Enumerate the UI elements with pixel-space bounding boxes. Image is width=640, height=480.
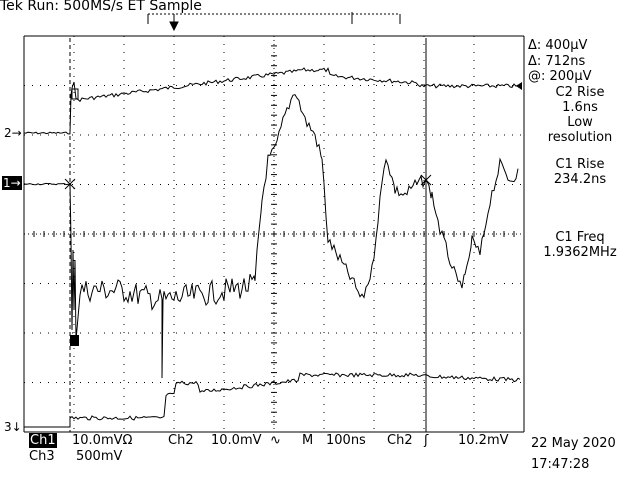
ch2-level-marker[interactable]: 2→ xyxy=(4,126,22,140)
cursor-cross-markers xyxy=(64,174,432,190)
bandwidth-limit-icon: ∿ xyxy=(270,433,281,448)
ch1-scale: 10.0mVΩ xyxy=(72,433,133,448)
measurement-2-label: C1 Rise xyxy=(555,157,605,172)
cursor-delta-time: Δ: 712ns xyxy=(528,54,586,69)
measurement-1-note-line2: resolution xyxy=(547,130,613,145)
ch3-trace xyxy=(24,372,521,428)
date: 22 May 2020 xyxy=(531,436,616,451)
rising-edge-trigger-icon: ʃ xyxy=(424,433,429,448)
cursor-level-arrow xyxy=(516,82,522,90)
timebase-value: 100ns xyxy=(326,433,366,448)
measurement-3-value: 1.9362MHz xyxy=(543,245,617,260)
cursor-delta-voltage: Δ: 400μV xyxy=(528,38,588,53)
ch3-level-marker[interactable]: 3↓ xyxy=(4,420,22,434)
measurement-2-value: 234.2ns xyxy=(553,172,607,187)
measurement-1-note-line1: Low xyxy=(567,115,593,130)
measurement-1-label: C2 Rise xyxy=(555,85,605,100)
measurement-3-label: C1 Freq xyxy=(555,230,605,245)
ch3-label[interactable]: Ch3 xyxy=(29,449,55,464)
trigger-position-bracket xyxy=(147,12,401,32)
trigger-level: 10.2mV xyxy=(458,433,509,448)
ch2-label[interactable]: Ch2 xyxy=(168,433,194,448)
ch2-trace xyxy=(23,67,521,135)
cursor-lines xyxy=(69,38,427,432)
ch3-scale: 500mV xyxy=(76,449,123,464)
trigger-source: Ch2 xyxy=(387,433,413,448)
cursor-at-voltage: @: 200μV xyxy=(528,69,592,84)
acquisition-status: Tek Run: 500MS/s ET Sample xyxy=(0,0,202,14)
ch1-label[interactable]: Ch1 xyxy=(29,433,57,448)
measurement-1-value: 1.6ns xyxy=(562,100,598,115)
ch1-ground-marker xyxy=(70,335,79,346)
graticule-grid xyxy=(23,35,525,433)
time: 17:47:28 xyxy=(531,457,590,472)
ch1-level-marker[interactable]: 1→ xyxy=(2,176,22,190)
ch2-cursor-marker xyxy=(71,88,79,100)
timebase-label: M xyxy=(302,433,314,448)
ch2-scale: 10.0mV xyxy=(211,433,262,448)
ch1-trace xyxy=(23,94,519,379)
